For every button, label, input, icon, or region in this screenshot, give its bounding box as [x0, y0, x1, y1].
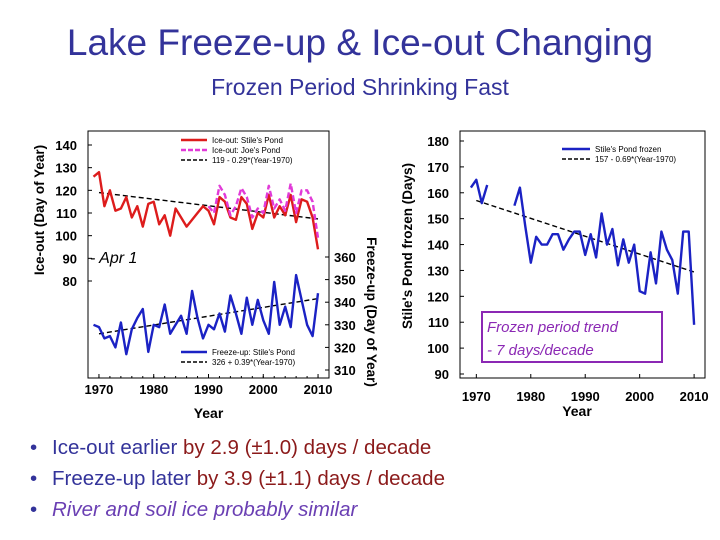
- freeze-up-legend-label: 326 + 0.39*(Year-1970): [212, 358, 295, 367]
- right-xtick-label: 2000: [625, 389, 654, 404]
- ice-out-ytick-label: 80: [63, 274, 77, 289]
- bullet-freeze-up-prefix: Freeze-up later: [52, 467, 197, 490]
- bullet-ice-out-rate: by 2.9 (±1.0) days / decade: [183, 436, 432, 459]
- freeze-up-legend-label: Freeze-up: Stile's Pond: [212, 348, 295, 357]
- frozen-stiles-line: [469, 178, 696, 325]
- frozen-ytick-label: 140: [427, 238, 449, 253]
- freeze-up-stiles-line: [93, 273, 320, 356]
- freeze-up-ytick-label: 340: [334, 295, 356, 310]
- ice-out-joes-line: [207, 182, 320, 239]
- left-xaxis-label: Year: [194, 405, 224, 421]
- frozen-legend-label: 157 - 0.69*(Year-1970): [595, 155, 676, 164]
- frozen-ytick-label: 160: [427, 186, 449, 201]
- ice-out-stiles-line: [92, 171, 320, 250]
- ice-out-legend-label: 119 - 0.29*(Year-1970): [212, 156, 293, 165]
- ice-out-ytick-label: 100: [55, 229, 77, 244]
- bullet-list: • Ice-out earlier by 2.9 (±1.0) days / de…: [30, 432, 445, 525]
- frozen-trend-annotation-line1: Frozen period trend: [487, 319, 619, 336]
- ice-out-ytick-label: 140: [55, 138, 77, 153]
- frozen-trend-line: [476, 199, 695, 273]
- ice-out-yaxis-label: Ice-out (Day of Year): [32, 145, 47, 275]
- ice-out-ytick-label: 90: [63, 251, 77, 266]
- bullet-ice-out-prefix: Ice-out earlier: [52, 436, 184, 459]
- frozen-ytick-label: 170: [427, 160, 449, 175]
- bullet-freeze-up: • Freeze-up later by 3.9 (±1.1) days / de…: [30, 467, 445, 490]
- frozen-ytick-label: 180: [427, 134, 449, 149]
- frozen-ytick-label: 150: [427, 212, 449, 227]
- freeze-up-trend-line: [98, 297, 319, 335]
- ice-out-ytick-label: 120: [55, 183, 77, 198]
- frozen-ytick-label: 90: [435, 367, 449, 382]
- freeze-up-ytick-label: 320: [334, 340, 356, 355]
- left-xtick-label: 1990: [194, 382, 223, 397]
- left-xtick-label: 1980: [139, 382, 168, 397]
- freeze-up-ytick-label: 330: [334, 318, 356, 333]
- frozen-legend-label: Stile's Pond frozen: [595, 145, 661, 154]
- ice-out-legend-label: Ice-out: Joe's Pond: [212, 146, 280, 155]
- charts-svg: 140 130 120 110 100 90 80 360 350 340 330 320 310 197…: [32, 130, 709, 421]
- frozen-ytick-label: 130: [427, 263, 449, 278]
- freeze-up-ytick-label: 310: [334, 363, 356, 378]
- apr1-annotation: - Apr 1: [90, 250, 137, 267]
- bullet-freeze-up-rate: by 3.9 (±1.1) days / decade: [196, 467, 445, 490]
- frozen-ytick-label: 110: [428, 315, 449, 330]
- slide-subtitle: Frozen Period Shrinking Fast: [211, 74, 509, 100]
- right-chart-panel: 180 170 160 150 140 130 120 110 100 90 1970 1980 199…: [400, 130, 709, 419]
- freeze-up-ytick-label: 360: [334, 250, 356, 265]
- right-plot-frame: [459, 130, 706, 379]
- ice-out-ytick-label: 130: [55, 161, 77, 176]
- frozen-trend-annotation-box: [481, 311, 663, 363]
- bullet-river-soil-text: River and soil ice probably similar: [52, 498, 358, 521]
- left-chart-panel: 140 130 120 110 100 90 80 360 350 340 330 320 310 197…: [32, 130, 379, 421]
- frozen-yaxis-label: Stile's Pond frozen (Days): [400, 163, 415, 329]
- frozen-trend-annotation-line2: - 7 days/decade: [487, 342, 594, 359]
- ice-out-trend-line: [98, 191, 319, 220]
- right-xtick-label: 2010: [680, 389, 709, 404]
- slide-title: Lake Freeze-up & Ice-out Changing: [66, 22, 654, 63]
- left-xtick-label: 2010: [304, 382, 333, 397]
- bullet-ice-out: • Ice-out earlier by 2.9 (±1.0) days / de…: [30, 436, 432, 459]
- freeze-up-yaxis-label: Freeze-up (Day of Year): [364, 237, 379, 387]
- left-xtick-label: 2000: [249, 382, 278, 397]
- right-xaxis-label: Year: [562, 403, 592, 419]
- ice-out-legend-label: Ice-out: Stile's Pond: [212, 136, 283, 145]
- right-xtick-label: 1980: [516, 389, 545, 404]
- left-xtick-label: 1970: [84, 382, 113, 397]
- right-xtick-label: 1970: [462, 389, 491, 404]
- frozen-ytick-label: 120: [427, 289, 449, 304]
- right-xtick-label: 1990: [571, 389, 600, 404]
- frozen-ytick-label: 100: [427, 341, 449, 356]
- ice-out-ytick-label: 110: [56, 206, 77, 221]
- bullet-river-soil: • River and soil ice probably similar: [30, 498, 358, 521]
- freeze-up-ytick-label: 350: [334, 273, 356, 288]
